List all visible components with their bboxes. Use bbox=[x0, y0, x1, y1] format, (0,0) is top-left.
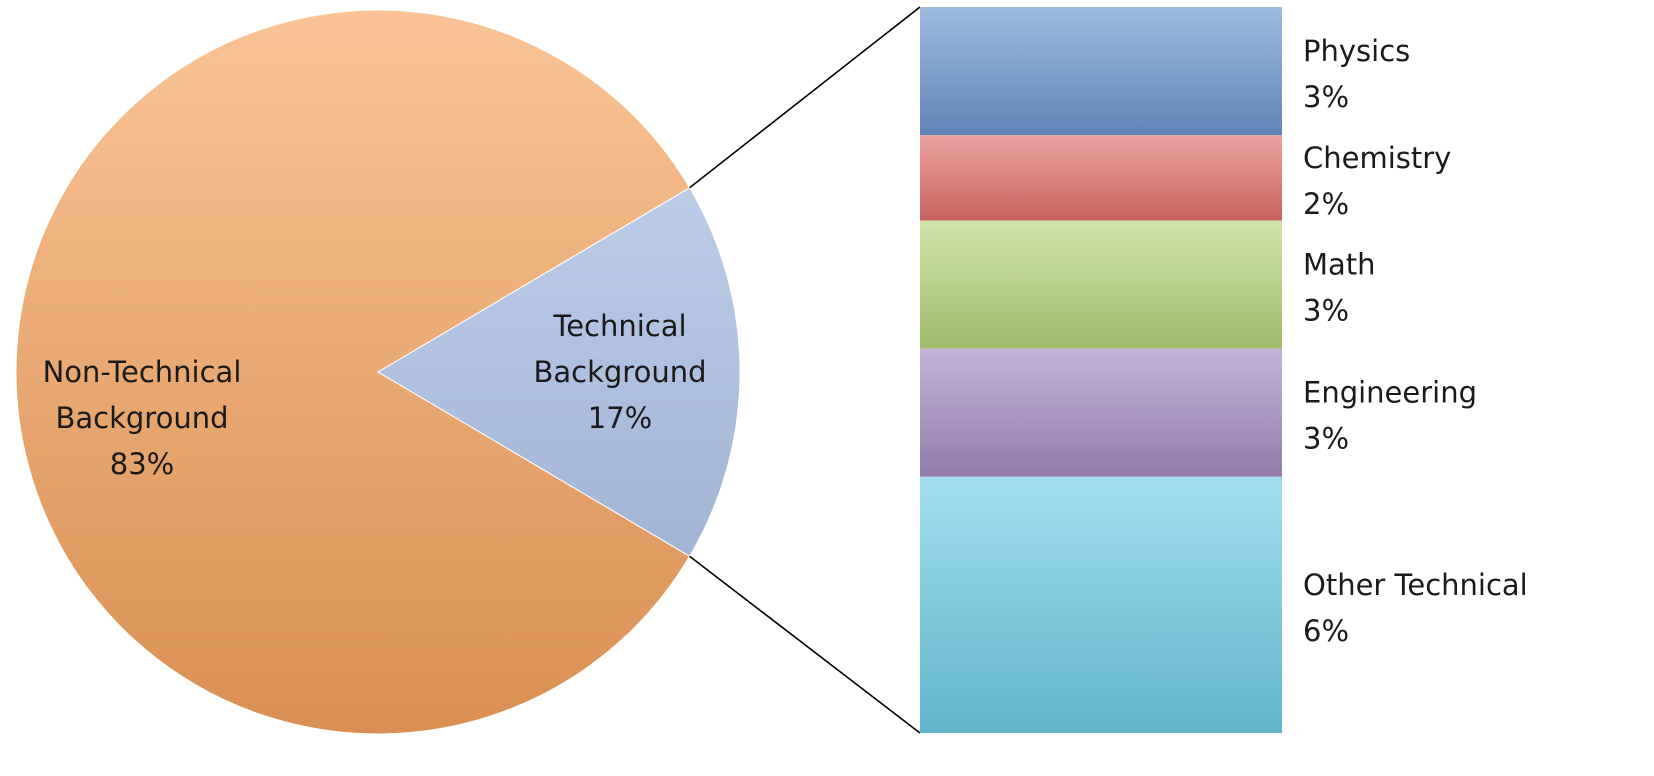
pie-slice-non-technical-background bbox=[15, 9, 691, 735]
bar-label-other-technical: Other Technical 6% bbox=[1303, 568, 1528, 648]
bar-segment-chemistry bbox=[920, 135, 1282, 221]
pie bbox=[15, 9, 741, 735]
connector-line-bottom bbox=[689, 555, 921, 734]
labels: Technical Background 17% Non-Technical Backg… bbox=[43, 34, 1528, 648]
bar-label-math: Math 3% bbox=[1303, 248, 1376, 328]
bar-segment-math bbox=[920, 220, 1282, 349]
bar-label-chemistry: Chemistry 2% bbox=[1303, 141, 1451, 221]
pie-label-technical-background: Technical Background 17% bbox=[533, 309, 706, 435]
bar-segment-other-technical bbox=[920, 476, 1282, 733]
pie-label-non-technical-background: Non-Technical Background 83% bbox=[43, 355, 242, 481]
bar-label-engineering: Engineering 3% bbox=[1303, 376, 1477, 456]
connector-lines bbox=[689, 6, 921, 734]
bar-segment-physics bbox=[920, 7, 1282, 136]
pie-slice-technical-background bbox=[377, 187, 741, 557]
bar-segment-engineering bbox=[920, 348, 1282, 477]
stacked-bar bbox=[920, 7, 1282, 733]
connector-line-top bbox=[689, 6, 921, 189]
bar-label-physics: Physics 3% bbox=[1303, 34, 1410, 114]
